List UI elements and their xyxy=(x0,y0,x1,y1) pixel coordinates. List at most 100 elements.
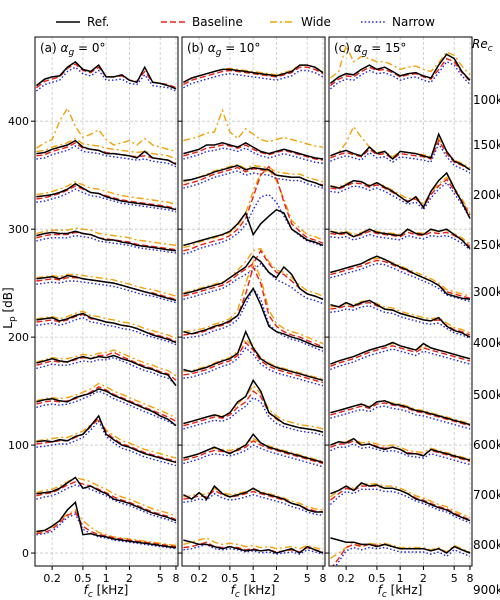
line-narrow-900k xyxy=(329,60,471,90)
re-label-150k: 150k xyxy=(473,138,500,152)
x-tick-label: 0.5 xyxy=(74,572,92,585)
line-baseline-100k xyxy=(183,541,324,553)
plot-frame xyxy=(34,36,179,567)
line-baseline-200k xyxy=(36,416,177,462)
line-ref-200k xyxy=(183,433,324,464)
line-baseline-300k xyxy=(36,351,177,381)
x-tick-label: 5 xyxy=(451,572,458,585)
line-narrow-200k xyxy=(330,443,471,466)
x-tick-label: 2 xyxy=(420,572,427,585)
line-wide-200k xyxy=(183,437,324,462)
re-label-500k: 500k xyxy=(473,388,500,402)
line-ref-900k xyxy=(329,53,471,84)
line-ref-500k xyxy=(330,255,471,301)
plot-frame xyxy=(328,36,473,567)
x-tick-label: 8 xyxy=(319,572,326,585)
line-ref-300k xyxy=(183,329,324,382)
re-label-100k: 100k xyxy=(473,93,500,107)
line-wide-400k xyxy=(330,299,471,334)
line-ref-700k xyxy=(36,182,177,211)
re-label-900k: 900k xyxy=(473,583,500,597)
line-baseline-600k xyxy=(330,230,471,247)
panel-b: 0.2 0.5 1 2 5 8 (b) αg = 10° xyxy=(178,36,326,585)
panel-title: (a) αg = 0° xyxy=(40,41,106,58)
panel-title: (c) αg = 15° xyxy=(334,41,406,58)
line-wide-500k xyxy=(330,257,471,297)
x-tick-label: 0.2 xyxy=(190,572,208,585)
legend-label-wide: Wide xyxy=(301,15,331,29)
line-wide-250k xyxy=(330,400,471,425)
x-tick-label: 0.2 xyxy=(337,572,355,585)
line-ref-700k xyxy=(183,164,324,187)
line-baseline-500k xyxy=(330,259,471,299)
line-narrow-400k xyxy=(36,316,177,346)
series-group xyxy=(329,43,471,566)
line-baseline-900k xyxy=(183,66,324,86)
x-tick-label: 8 xyxy=(172,572,179,585)
line-ref-100k xyxy=(36,500,177,549)
line-wide-150k xyxy=(183,487,324,511)
x-tick-label: 0.5 xyxy=(221,572,239,585)
line-narrow-100k xyxy=(183,543,324,555)
x-axis-label-a: fc [kHz] xyxy=(84,583,129,600)
legend-label-narrow: Narrow xyxy=(392,15,435,29)
line-ref-100k xyxy=(183,539,324,554)
line-ref-700k xyxy=(330,171,471,219)
plot-frame xyxy=(181,36,326,567)
x-tick-label: 1 xyxy=(250,572,257,585)
panel-c: 0.2 0.5 1 2 5 8 (c) αg = 15° xyxy=(325,36,473,585)
line-narrow-150k xyxy=(183,492,324,516)
line-ref-500k xyxy=(36,274,177,302)
line-narrow-300k xyxy=(183,346,324,387)
y-tick-label: 300 xyxy=(8,223,29,236)
line-wide-100k xyxy=(183,537,324,551)
x-axis-labels: fc [kHz] fc [kHz] fc [kHz] xyxy=(84,583,423,600)
x-tick-label: 1 xyxy=(103,572,110,585)
y-tick-label: 200 xyxy=(8,331,29,344)
x-tick-label: 5 xyxy=(157,572,164,585)
line-ref-500k xyxy=(183,255,324,300)
line-ref-400k xyxy=(36,312,177,344)
x-tick-label: 1 xyxy=(397,572,404,585)
line-wide-900k xyxy=(329,43,471,79)
line-ref-800k xyxy=(183,141,324,160)
line-wide-700k xyxy=(330,176,471,214)
line-baseline-150k xyxy=(36,481,177,521)
line-narrow-200k xyxy=(183,444,324,468)
line-ref-800k xyxy=(36,139,177,166)
line-ref-200k xyxy=(330,437,471,461)
line-wide-250k xyxy=(36,382,177,419)
re-header: Rec xyxy=(472,37,493,54)
line-baseline-250k xyxy=(36,386,177,422)
line-narrow-600k xyxy=(36,234,177,254)
panel-title: (b) αg = 10° xyxy=(187,41,260,58)
line-wide-150k xyxy=(329,483,471,519)
line-ref-600k xyxy=(36,230,177,252)
legend-label-baseline: Baseline xyxy=(192,15,243,29)
x-tick-label: 0.5 xyxy=(368,572,386,585)
line-ref-600k xyxy=(330,228,471,250)
line-wide-200k xyxy=(36,419,177,459)
line-baseline-800k xyxy=(183,144,324,161)
line-wide-300k xyxy=(183,338,324,380)
x-tick-label: 8 xyxy=(466,572,473,585)
line-wide-100k xyxy=(330,541,471,559)
grid xyxy=(35,37,178,566)
re-label-250k: 250k xyxy=(473,238,500,252)
line-ref-150k xyxy=(330,482,471,522)
line-ref-150k xyxy=(36,476,177,522)
line-narrow-150k xyxy=(329,488,471,524)
line-narrow-800k xyxy=(183,147,324,164)
y-tick-label: 100 xyxy=(8,439,29,452)
y-tick-label: 0 xyxy=(22,547,29,560)
line-narrow-500k xyxy=(36,280,177,304)
line-narrow-300k xyxy=(330,348,471,371)
line-narrow-800k xyxy=(36,145,177,168)
line-narrow-400k xyxy=(330,305,471,339)
line-baseline-300k xyxy=(183,341,324,384)
line-baseline-600k xyxy=(183,165,324,252)
grid xyxy=(182,37,325,566)
line-wide-400k xyxy=(183,259,324,345)
line-ref-250k xyxy=(330,400,471,426)
